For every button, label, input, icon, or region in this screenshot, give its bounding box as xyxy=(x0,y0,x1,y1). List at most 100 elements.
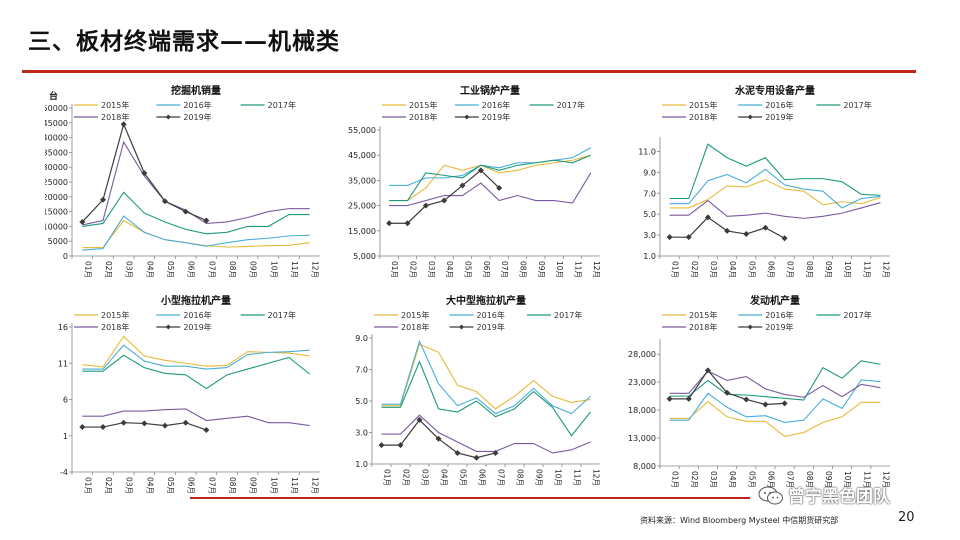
data-point-marker xyxy=(404,220,411,227)
y-tick-label: 40000 xyxy=(45,134,68,143)
data-point-marker xyxy=(416,416,423,423)
source-note: 资料来源：Wind Bloomberg Mysteel 中信期货研究部 xyxy=(640,516,839,525)
svg-text:2019年: 2019年 xyxy=(482,112,510,122)
x-tick-label: 08月 xyxy=(805,261,814,278)
x-tick-label: 08月 xyxy=(228,477,237,494)
y-tick-label: 11 xyxy=(58,359,68,368)
data-point-marker xyxy=(724,389,731,396)
data-point-marker xyxy=(120,121,127,128)
y-tick-label: 20000 xyxy=(45,193,68,202)
y-tick-label: 55,000 xyxy=(348,126,376,135)
slide-title: 三、板材终端需求——机械类 xyxy=(28,29,340,55)
data-point-marker xyxy=(492,449,499,456)
x-tick-label: 09月 xyxy=(535,469,544,486)
data-point-marker xyxy=(685,234,692,241)
svg-text:2018年: 2018年 xyxy=(689,112,717,122)
x-tick-label: 10月 xyxy=(555,261,564,278)
x-tick-label: 09月 xyxy=(249,261,258,278)
data-point-marker xyxy=(422,202,429,209)
data-point-marker xyxy=(704,367,711,374)
legend-item: 2019年 xyxy=(454,112,510,122)
x-tick-label: 01月 xyxy=(390,261,399,278)
svg-text:2018年: 2018年 xyxy=(689,322,717,332)
x-tick-label: 01月 xyxy=(83,477,92,494)
legend-item: 2016年 xyxy=(156,100,212,110)
svg-text:2017年: 2017年 xyxy=(843,310,871,320)
x-tick-label: 08月 xyxy=(516,469,525,486)
x-tick-label: 04月 xyxy=(728,261,737,278)
x-tick-label: 12月 xyxy=(311,261,320,278)
legend-item: 2018年 xyxy=(382,112,437,122)
chart-title: 挖掘机销量 xyxy=(171,84,221,97)
chart-title: 大中型拖拉机产量 xyxy=(446,294,526,307)
y-tick-label: 0 xyxy=(63,252,68,261)
wechat-icon xyxy=(758,486,783,505)
x-tick-label: 03月 xyxy=(427,261,436,278)
unit-label: 台 xyxy=(49,90,58,102)
x-tick-label: 04月 xyxy=(440,469,449,486)
y-tick-label: 5000 xyxy=(48,237,68,246)
svg-text:2019年: 2019年 xyxy=(183,322,211,332)
data-point-marker xyxy=(724,227,731,234)
page-number: 20 xyxy=(898,510,915,525)
svg-text:2017年: 2017年 xyxy=(557,100,585,110)
data-point-marker xyxy=(79,218,86,225)
x-tick-label: 01月 xyxy=(83,261,92,278)
legend-item: 2015年 xyxy=(74,100,129,110)
x-tick-label: 02月 xyxy=(104,261,113,278)
x-tick-label: 02月 xyxy=(690,261,699,278)
chart-svg: 水泥专用设备产量 2015年 2016年 2017年 2018年 2019年 1.0 3.0 5… xyxy=(638,84,890,278)
bottom-divider xyxy=(190,497,750,499)
data-point-marker xyxy=(120,419,127,426)
data-point-marker xyxy=(781,400,788,407)
legend-item: 2017年 xyxy=(527,310,582,320)
data-point-marker xyxy=(435,435,442,442)
legend-item: 2017年 xyxy=(816,310,872,320)
legend-item: 2017年 xyxy=(816,100,872,110)
x-tick-label: 11月 xyxy=(290,261,299,278)
x-tick-label: 07月 xyxy=(786,261,795,278)
chart-large-medium-tractor: 大中型拖拉机产量 2015年 2016年 2017年 2018年 2019年 1.0 3.0 5… xyxy=(330,294,620,494)
y-tick-label: -4 xyxy=(60,468,68,477)
svg-text:2015年: 2015年 xyxy=(689,100,717,110)
chart-industrial-boiler: 工业锅炉产量 2015年 2016年 2017年 2018年 2019年 5,000 15,0… xyxy=(330,84,620,284)
data-point-marker xyxy=(162,422,168,429)
series-line xyxy=(381,339,591,415)
y-tick-label: 6 xyxy=(63,396,68,405)
data-point-marker xyxy=(685,395,692,402)
legend-item: 2015年 xyxy=(74,310,129,320)
data-point-marker xyxy=(477,167,484,174)
y-tick-label: 15000 xyxy=(45,208,68,217)
x-tick-label: 08月 xyxy=(228,261,237,278)
x-tick-label: 07月 xyxy=(207,477,216,494)
y-tick-label: 3.0 xyxy=(643,231,656,240)
series-line xyxy=(389,154,591,202)
x-tick-label: 12月 xyxy=(311,477,320,494)
series-line xyxy=(389,172,592,207)
svg-text:2017年: 2017年 xyxy=(268,310,296,320)
y-tick-label: 9.0 xyxy=(643,168,656,177)
y-tick-label: 45000 xyxy=(45,119,68,128)
series-line xyxy=(669,143,881,200)
legend-item: 2018年 xyxy=(374,322,429,332)
x-tick-label: 06月 xyxy=(766,471,775,488)
x-tick-label: 05月 xyxy=(166,261,175,278)
series-line xyxy=(669,379,881,423)
data-point-marker xyxy=(100,196,106,203)
y-tick-label: 3.0 xyxy=(355,429,368,438)
legend-item: 2018年 xyxy=(662,112,717,122)
svg-text:2016年: 2016年 xyxy=(482,100,510,110)
chart-title: 工业锅炉产量 xyxy=(460,84,520,97)
data-point-marker xyxy=(141,170,148,177)
legend-item: 2019年 xyxy=(738,112,794,122)
chart-engine-output: 发动机产量 2015年 2016年 2017年 2018年 2019年 8,000 13,00… xyxy=(626,294,916,494)
x-tick-label: 02月 xyxy=(104,477,113,494)
y-tick-label: 15,000 xyxy=(348,227,376,236)
x-tick-label: 04月 xyxy=(145,477,154,494)
x-tick-label: 07月 xyxy=(500,261,509,278)
x-tick-label: 01月 xyxy=(671,471,680,488)
x-tick-label: 03月 xyxy=(125,261,134,278)
svg-text:2018年: 2018年 xyxy=(101,322,129,332)
x-tick-label: 05月 xyxy=(464,261,473,278)
x-tick-label: 04月 xyxy=(145,261,154,278)
